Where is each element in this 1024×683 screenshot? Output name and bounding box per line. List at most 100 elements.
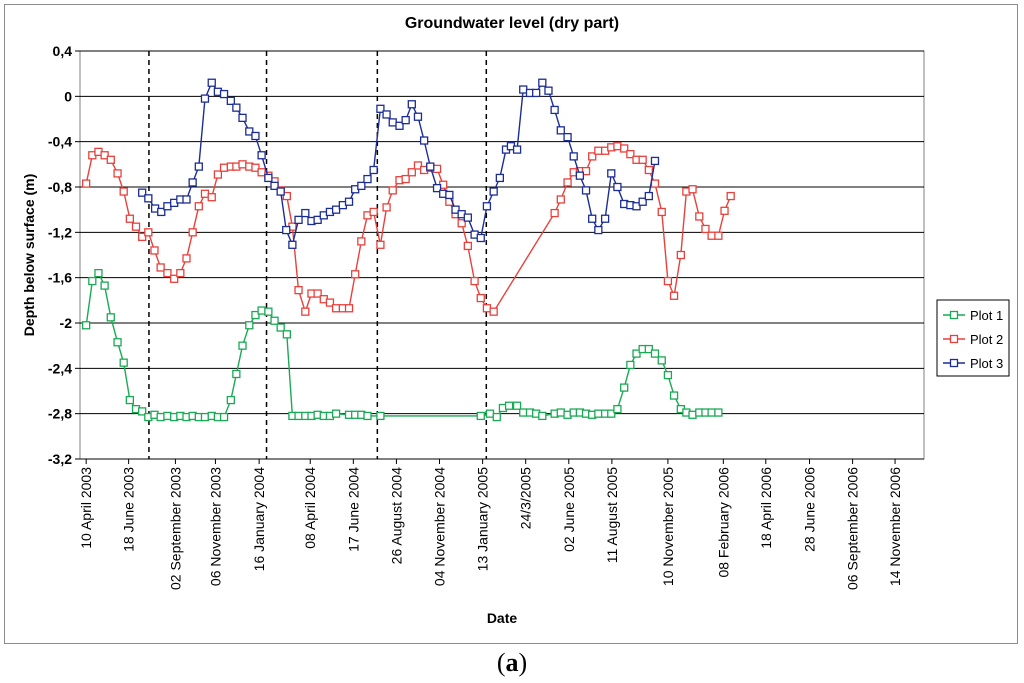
legend-marker <box>949 358 959 368</box>
data-point <box>144 194 153 203</box>
data-point <box>113 169 122 178</box>
x-tick-label: 06 November 2003 <box>207 467 223 586</box>
data-point <box>119 187 128 196</box>
data-point <box>232 103 241 112</box>
x-tick-label: 17 June 2004 <box>345 467 361 552</box>
data-point <box>344 304 354 313</box>
data-point <box>426 162 435 171</box>
data-point <box>331 409 341 418</box>
data-point <box>492 412 501 422</box>
data-point <box>663 370 673 380</box>
data-point <box>156 263 165 272</box>
data-point <box>138 188 147 197</box>
x-tick-label: 24/3/2005 <box>518 467 534 529</box>
y-tick-label: 0 <box>64 88 72 104</box>
data-point <box>188 178 197 187</box>
data-point <box>125 214 135 223</box>
data-point <box>626 360 635 370</box>
legend-label: Plot 3 <box>970 356 1003 371</box>
data-point <box>163 268 172 278</box>
data-point <box>194 202 203 211</box>
y-tick-label: -0,8 <box>48 179 72 195</box>
x-tick-label: 04 November 2004 <box>432 467 448 586</box>
data-point <box>182 254 191 263</box>
data-point <box>100 281 109 290</box>
data-point <box>581 166 591 176</box>
data-point <box>163 411 172 421</box>
data-point <box>600 214 610 223</box>
data-point <box>264 173 273 183</box>
data-point <box>407 168 416 177</box>
data-point <box>395 121 404 130</box>
data-point <box>419 136 429 145</box>
x-tick-label: 11 August 2005 <box>604 467 620 563</box>
data-point <box>369 207 378 217</box>
data-point <box>363 411 372 421</box>
data-point <box>313 215 322 225</box>
data-point <box>714 231 723 240</box>
data-point <box>638 155 647 164</box>
data-point <box>563 178 572 187</box>
data-point <box>257 151 266 160</box>
data-point <box>276 323 285 332</box>
data-point <box>569 152 578 161</box>
data-point <box>476 233 485 243</box>
y-tick-label: -2 <box>60 315 73 331</box>
data-point <box>457 219 466 228</box>
data-point <box>644 344 653 354</box>
data-point <box>382 203 391 212</box>
data-point <box>200 412 210 422</box>
data-point <box>125 395 135 405</box>
data-point <box>432 183 442 193</box>
data-point <box>644 191 653 201</box>
data-point <box>270 181 279 191</box>
y-tick-label: -3,2 <box>48 451 72 467</box>
data-point <box>669 391 679 400</box>
data-point <box>200 94 210 103</box>
data-point <box>463 213 472 222</box>
data-point <box>695 212 704 221</box>
data-point <box>663 276 673 286</box>
data-point <box>251 310 260 320</box>
data-point <box>369 165 378 175</box>
data-point <box>613 142 622 151</box>
x-tick-label: 10 April 2003 <box>78 467 94 549</box>
y-tick-label: -2,4 <box>48 360 72 376</box>
data-point <box>594 409 603 418</box>
data-point <box>470 276 479 286</box>
data-point <box>432 164 442 174</box>
data-point <box>638 197 647 206</box>
x-tick-label: 18 June 2003 <box>121 467 137 552</box>
data-point <box>413 112 423 121</box>
data-point <box>182 195 191 204</box>
data-point <box>594 146 603 155</box>
x-tick-label: 08 April 2004 <box>302 467 318 549</box>
data-point <box>82 179 91 188</box>
data-point <box>270 316 279 325</box>
x-tick-label: 13 January 2005 <box>475 467 491 572</box>
data-point <box>94 268 103 278</box>
data-point <box>88 276 97 286</box>
data-point <box>251 163 260 172</box>
data-point <box>463 241 472 251</box>
data-point <box>538 411 547 421</box>
data-point <box>282 191 291 201</box>
data-point <box>376 104 385 113</box>
x-tick-label: 10 November 2005 <box>660 467 676 586</box>
data-point <box>226 395 235 405</box>
data-point <box>495 173 504 183</box>
data-point <box>620 144 629 153</box>
data-point <box>106 313 115 322</box>
data-point <box>512 401 522 410</box>
y-tick-label: -1,2 <box>48 224 72 240</box>
data-point <box>550 105 559 115</box>
data-point <box>544 86 553 95</box>
data-point <box>550 208 559 218</box>
data-point <box>632 349 641 358</box>
data-point <box>388 186 397 195</box>
chart-title: Groundwater level (dry part) <box>405 15 619 32</box>
data-point <box>288 240 297 249</box>
data-point <box>294 411 303 421</box>
data-point <box>313 289 322 298</box>
data-point <box>620 383 629 392</box>
